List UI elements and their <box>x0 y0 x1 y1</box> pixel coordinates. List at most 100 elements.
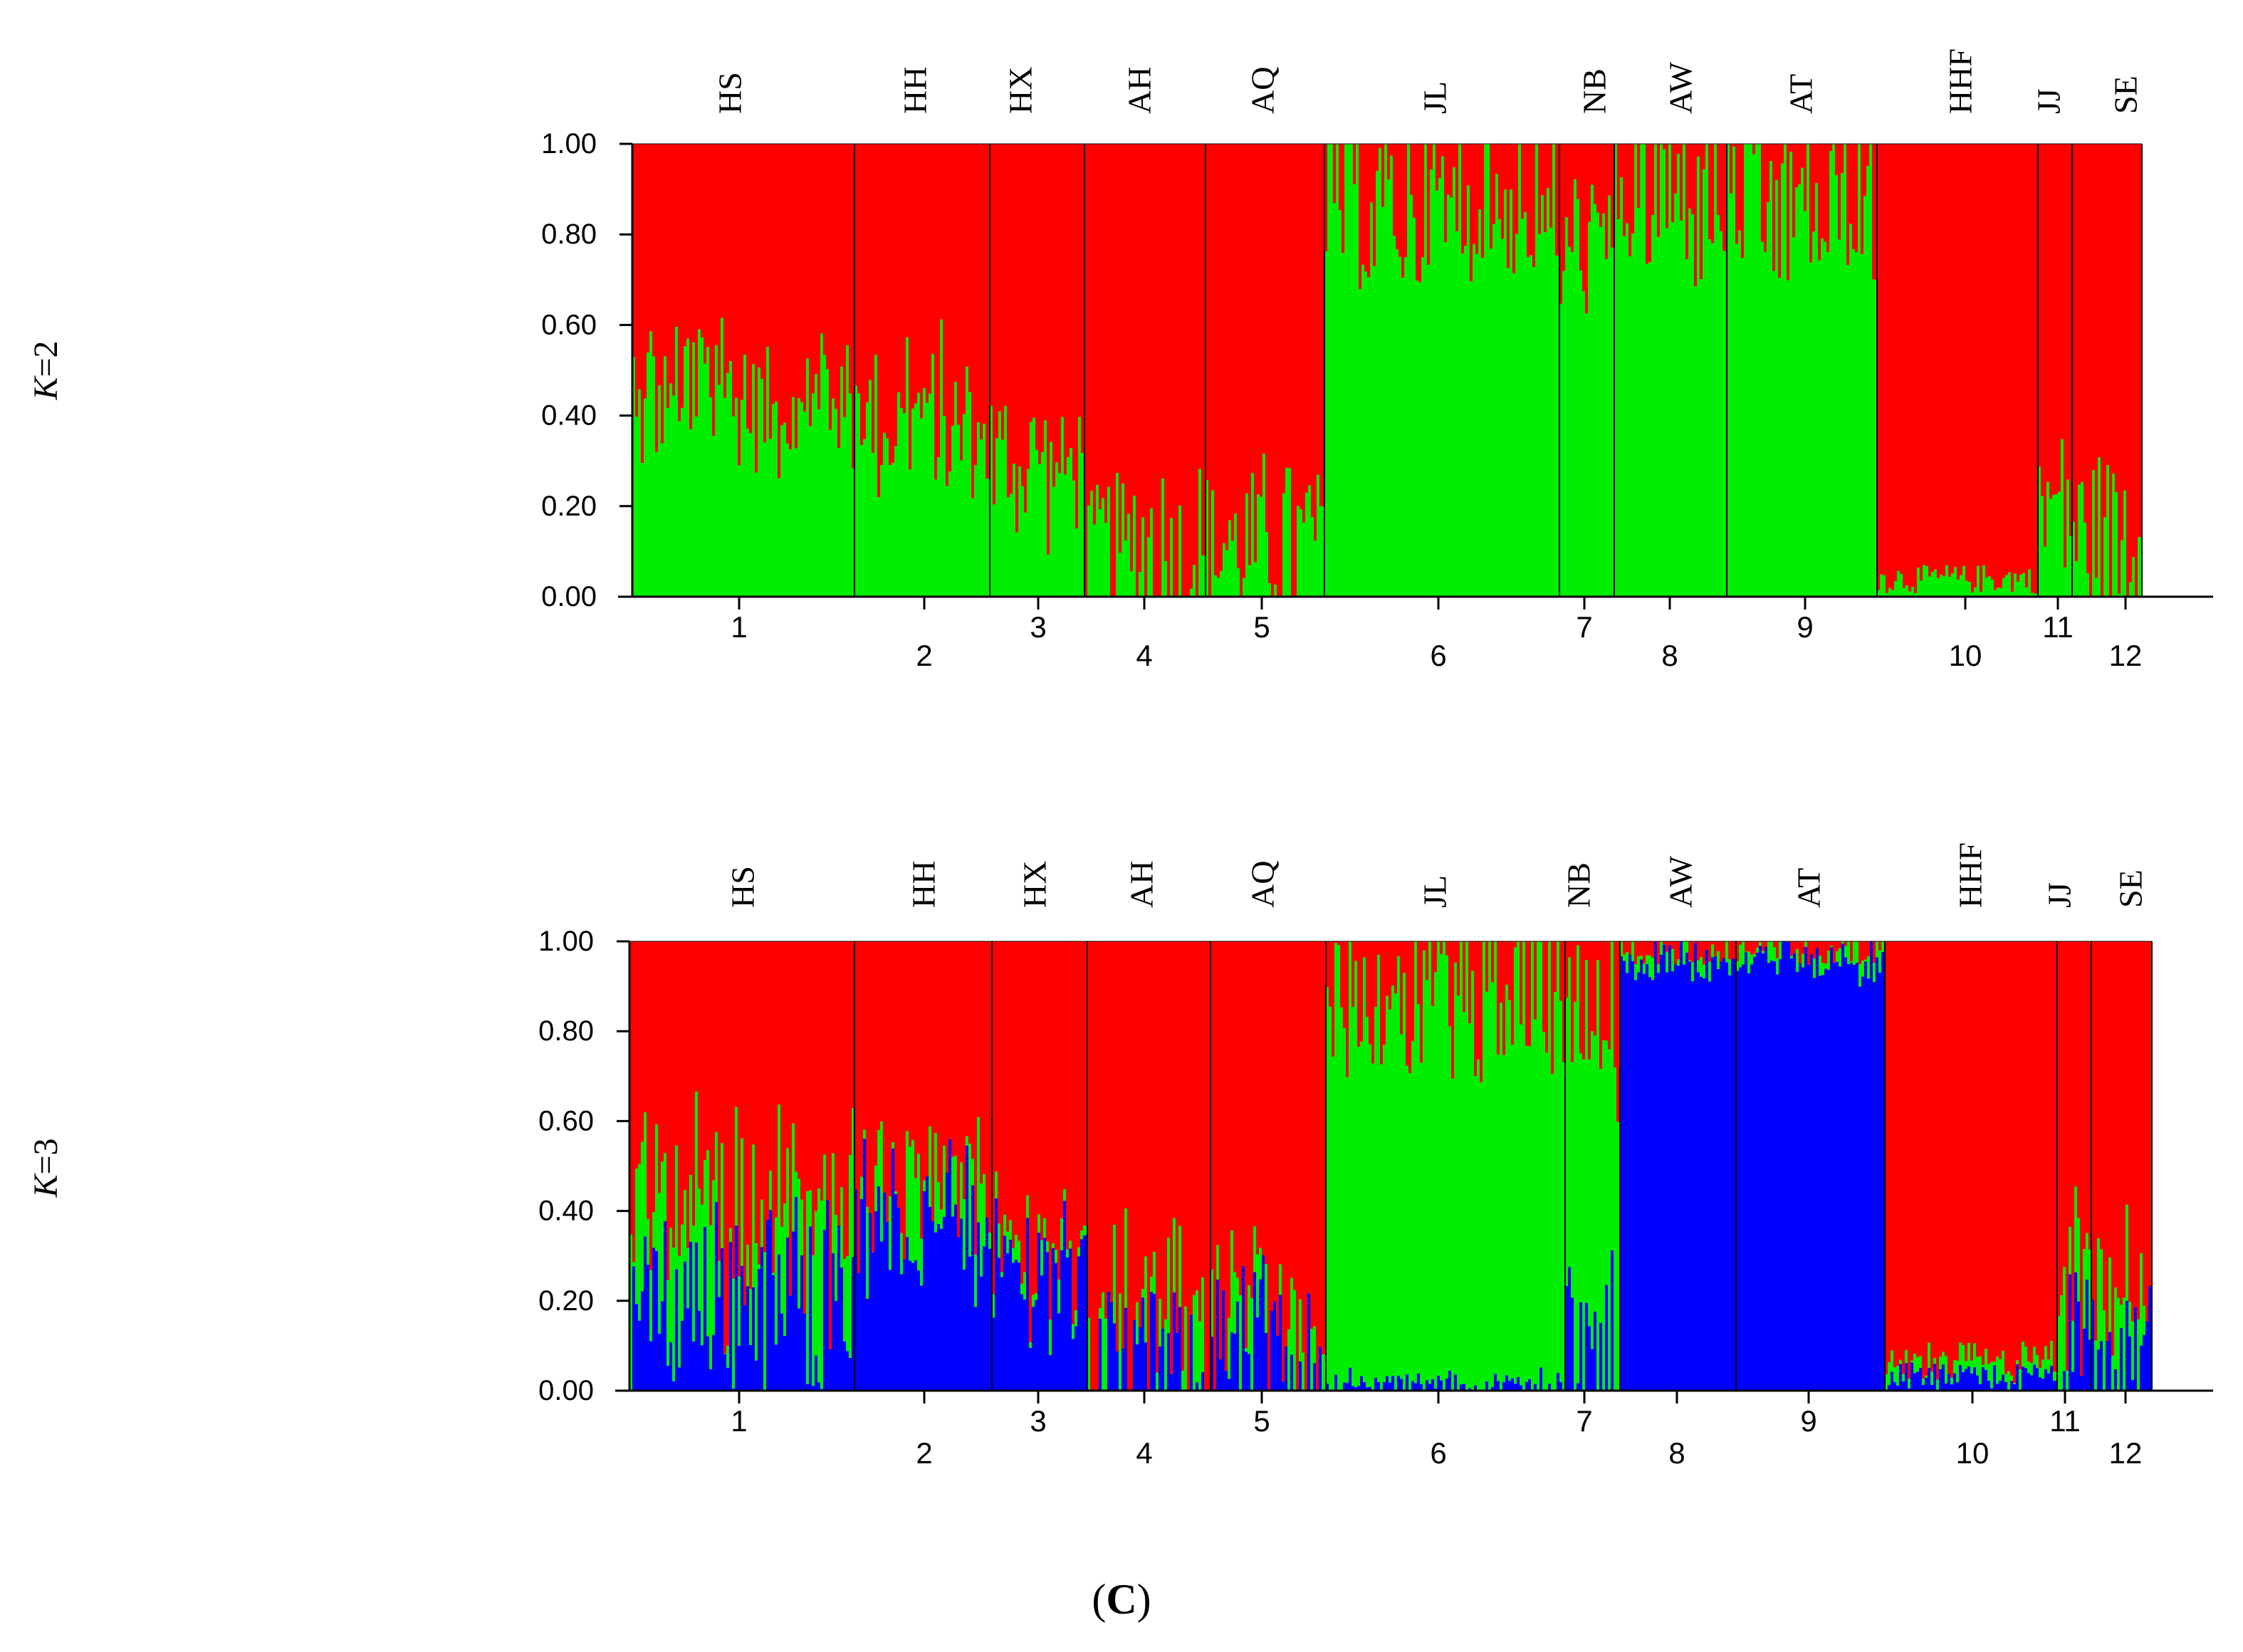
individual-bar-segment <box>817 1382 820 1391</box>
individual-bar-segment <box>2058 144 2061 492</box>
population-label: AT <box>1791 868 1827 908</box>
individual-bar-segment <box>2028 569 2031 597</box>
individual-bar-segment <box>2016 941 2019 1361</box>
individual-bar-segment <box>1977 565 1980 597</box>
individual-bar-segment <box>1646 941 1648 956</box>
individual-bar-segment <box>1835 144 1838 175</box>
individual-bar-segment <box>1928 144 1931 577</box>
individual-bar-segment <box>815 1355 817 1391</box>
individual-bar-segment <box>655 144 658 452</box>
individual-bar-segment <box>914 1260 917 1391</box>
individual-bar-segment <box>2083 522 2086 597</box>
individual-bar-segment <box>900 1233 903 1275</box>
individual-bar-segment <box>1951 144 1954 573</box>
individual-bar-segment <box>1980 144 1982 592</box>
individual-bar-segment <box>1877 590 1880 597</box>
individual-bar-segment <box>1976 1356 1979 1376</box>
individual-bar-segment <box>1902 1374 1905 1382</box>
individual-bar-segment <box>1393 236 1396 597</box>
y-tick-label: 0.80 <box>541 219 597 250</box>
individual-bar-segment <box>974 144 977 466</box>
individual-bar-segment <box>877 497 880 597</box>
individual-bar-segment <box>1333 203 1336 597</box>
individual-bar-segment <box>837 1225 840 1391</box>
individual-bar-segment <box>718 385 721 597</box>
individual-bar-segment <box>2049 498 2052 597</box>
individual-bar-segment <box>909 1146 911 1261</box>
individual-bar-segment <box>1332 1056 1334 1391</box>
individual-bar-segment <box>951 1216 954 1391</box>
individual-bar-segment <box>926 941 929 1176</box>
individual-bar-segment <box>2132 557 2135 597</box>
individual-bar-segment <box>1568 1267 1571 1391</box>
individual-bar-segment <box>1634 144 1637 597</box>
figure-caption: (C) <box>1092 1576 1151 1623</box>
individual-bar-segment <box>1497 1055 1500 1381</box>
individual-bar-segment <box>2030 1375 2033 1391</box>
individual-bar-segment <box>2013 1384 2016 1391</box>
individual-bar-segment <box>661 443 664 597</box>
individual-bar-segment <box>826 369 829 597</box>
individual-bar-segment <box>911 144 914 409</box>
population-label: AQ <box>1245 861 1281 908</box>
individual-bar-segment <box>1943 576 1945 597</box>
individual-bar-segment <box>1762 951 1764 953</box>
individual-bar-segment <box>1608 1049 1611 1391</box>
individual-bar-segment <box>872 941 874 1253</box>
individual-bar-segment <box>920 941 923 1239</box>
individual-bar-segment <box>1403 973 1406 1391</box>
individual-bar-segment <box>2103 1310 2106 1391</box>
individual-bar-segment <box>1962 1371 1965 1391</box>
individual-bar-segment <box>880 1122 883 1242</box>
individual-bar-segment <box>1767 144 1769 202</box>
individual-bar-segment <box>860 444 863 597</box>
individual-bar-segment <box>1346 1383 1349 1391</box>
population-number: 3 <box>1030 610 1046 644</box>
individual-bar-segment <box>883 941 886 1193</box>
individual-bar-segment <box>2057 1316 2060 1391</box>
individual-bar-segment <box>1354 1387 1357 1391</box>
individual-bar-segment <box>1973 941 1976 1344</box>
individual-bar-segment <box>686 144 689 339</box>
individual-bar-segment <box>1290 1354 1293 1391</box>
individual-bar-segment <box>1234 513 1237 597</box>
individual-bar-segment <box>995 1198 998 1391</box>
individual-bar-segment <box>1919 1367 1922 1391</box>
individual-bar-segment <box>2075 144 2078 562</box>
individual-bar-segment <box>1377 941 1380 955</box>
individual-bar-segment <box>658 941 661 1193</box>
individual-bar-segment <box>1397 956 1400 1376</box>
individual-bar-segment <box>1947 941 1950 1374</box>
individual-bar-segment <box>2046 481 2049 597</box>
individual-bar-segment <box>1374 1377 1377 1391</box>
individual-bar-segment <box>1060 1250 1063 1391</box>
individual-bar-segment <box>635 1169 638 1305</box>
individual-bar-segment <box>1075 1310 1077 1327</box>
individual-bar-segment <box>692 342 695 597</box>
individual-bar-segment <box>1236 941 1239 1278</box>
individual-bar-segment <box>704 363 706 597</box>
individual-bar-segment <box>840 366 843 597</box>
individual-bar-segment <box>1026 1195 1029 1218</box>
individual-bar-segment <box>1881 941 1885 952</box>
individual-bar-segment <box>1711 957 1714 1391</box>
individual-bar-segment <box>1001 144 1004 440</box>
individual-bar-segment <box>2137 941 2140 1319</box>
individual-bar-segment <box>775 941 778 1218</box>
individual-bar-segment <box>1824 241 1826 597</box>
individual-bar-segment <box>1374 941 1377 1008</box>
individual-bar-segment <box>1081 453 1084 597</box>
individual-bar-segment <box>914 144 917 404</box>
individual-bar-segment <box>1237 568 1240 597</box>
individual-bar-segment <box>1018 144 1021 467</box>
individual-bar-segment <box>1119 144 1122 553</box>
individual-bar-segment <box>1725 941 1728 963</box>
individual-bar-segment <box>1153 941 1156 1252</box>
individual-bar-segment <box>883 144 886 433</box>
individual-bar-segment <box>897 144 900 393</box>
individual-bar-segment <box>2019 941 2022 1369</box>
individual-bar-segment <box>1346 1077 1349 1384</box>
individual-bar-segment <box>1104 1318 1107 1391</box>
individual-bar-segment <box>909 469 911 597</box>
individual-bar-segment <box>1914 593 1917 597</box>
